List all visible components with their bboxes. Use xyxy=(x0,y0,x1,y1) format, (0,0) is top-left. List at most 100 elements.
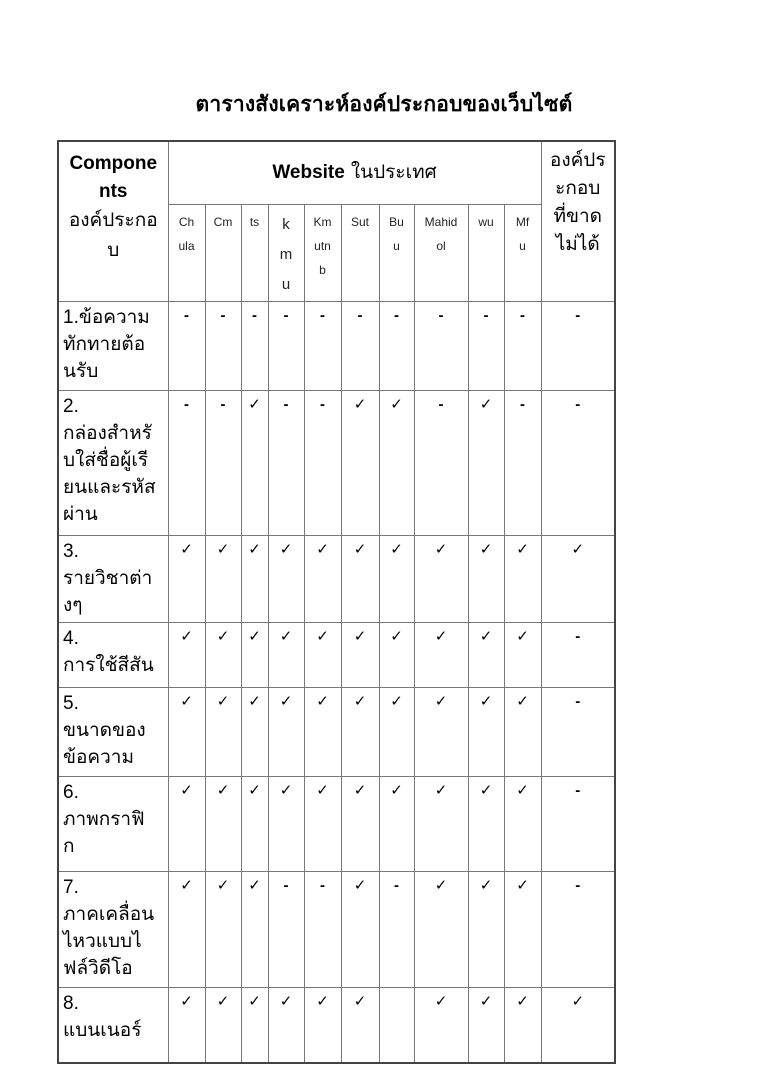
essential-cell: - xyxy=(540,622,616,688)
mark-cell: ✓ xyxy=(167,776,206,872)
table-row: 8. แบนเนอร์ ✓ ✓ ✓ ✓ ✓ ✓ ✓ ✓ ✓ ✓ xyxy=(57,987,616,1064)
mark-cell: ✓ xyxy=(267,987,305,1064)
mark-cell: - xyxy=(413,301,469,391)
components-header: Compone nts องค์ประกอ บ xyxy=(57,140,169,302)
row-label: 4. การใช้สีสัน xyxy=(57,622,169,688)
mark-cell: ✓ xyxy=(467,776,505,872)
mark-cell: ✓ xyxy=(167,535,206,623)
mark-cell: ✓ xyxy=(467,622,505,688)
mark-cell: ✓ xyxy=(240,871,269,988)
website-header-th: ในประเทศ xyxy=(350,161,437,183)
mark-cell: - xyxy=(240,301,269,391)
table-row: 7. ภาคเคลื่อน ไหวแบบไ ฟล์วิดีโอ ✓ ✓ ✓ - … xyxy=(57,871,616,988)
mark-cell: ✓ xyxy=(303,622,342,688)
mark-cell: ✓ xyxy=(340,871,380,988)
table-row: 6. ภาพกราฟิ ก ✓ ✓ ✓ ✓ ✓ ✓ ✓ ✓ ✓ ✓ - xyxy=(57,776,616,872)
mark-cell: ✓ xyxy=(467,390,505,536)
site-column-wu: wu xyxy=(467,204,505,302)
site-column-kmu: k m u xyxy=(267,204,305,302)
mark-cell: ✓ xyxy=(413,987,469,1064)
table-row: 5. ขนาดของ ข้อความ ✓ ✓ ✓ ✓ ✓ ✓ ✓ ✓ ✓ ✓ - xyxy=(57,687,616,777)
mark-cell: ✓ xyxy=(378,535,415,623)
mark-cell: ✓ xyxy=(303,687,342,777)
mark-cell: ✓ xyxy=(413,871,469,988)
mark-cell: ✓ xyxy=(204,871,242,988)
mark-cell: ✓ xyxy=(240,776,269,872)
mark-cell: ✓ xyxy=(240,687,269,777)
row-label: 7. ภาคเคลื่อน ไหวแบบไ ฟล์วิดีโอ xyxy=(57,871,169,988)
mark-cell: ✓ xyxy=(413,687,469,777)
site-column-chula: Ch ula xyxy=(167,204,206,302)
mark-cell: ✓ xyxy=(503,987,542,1064)
row-label: 3. รายวิชาต่า งๆ xyxy=(57,535,169,623)
essential-cell: ✓ xyxy=(540,987,616,1064)
mark-cell: - xyxy=(303,301,342,391)
mark-cell: - xyxy=(413,390,469,536)
mark-cell: ✓ xyxy=(167,687,206,777)
mark-cell: - xyxy=(204,301,242,391)
mark-cell: ✓ xyxy=(340,535,380,623)
mark-cell xyxy=(378,987,415,1064)
mark-cell: ✓ xyxy=(413,776,469,872)
mark-cell: ✓ xyxy=(167,871,206,988)
site-column-sut: Sut xyxy=(340,204,380,302)
essential-header: องค์ปร ะกอบ ที่ขาด ไม่ได้ xyxy=(540,140,616,302)
mark-cell: - xyxy=(267,871,305,988)
mark-cell: ✓ xyxy=(240,535,269,623)
mark-cell: ✓ xyxy=(303,776,342,872)
row-label: 2. กล่องสำหรั บใส่ชื่อผู้เรี ยนและรหัส ผ… xyxy=(57,390,169,536)
table-row: 3. รายวิชาต่า งๆ ✓ ✓ ✓ ✓ ✓ ✓ ✓ ✓ ✓ ✓ ✓ xyxy=(57,535,616,623)
site-column-mfu: Mf u xyxy=(503,204,542,302)
table-row: 2. กล่องสำหรั บใส่ชื่อผู้เรี ยนและรหัส ผ… xyxy=(57,390,616,536)
components-header-th: องค์ประกอ บ xyxy=(68,210,158,261)
mark-cell: - xyxy=(467,301,505,391)
mark-cell: ✓ xyxy=(467,535,505,623)
mark-cell: - xyxy=(340,301,380,391)
mark-cell: ✓ xyxy=(303,535,342,623)
site-columns-row: Ch ula Cm ts k m u Km utn b Sut Bu u Mah… xyxy=(58,204,615,302)
mark-cell: - xyxy=(167,390,206,536)
site-column-mahidol: Mahid ol xyxy=(413,204,469,302)
mark-cell: ✓ xyxy=(240,987,269,1064)
mark-cell: ✓ xyxy=(340,390,380,536)
essential-cell: - xyxy=(540,776,616,872)
website-header: Website ในประเทศ xyxy=(167,140,542,205)
site-column-kmutnb: Km utn b xyxy=(303,204,342,302)
mark-cell: ✓ xyxy=(267,776,305,872)
mark-cell: - xyxy=(303,871,342,988)
row-label: 8. แบนเนอร์ xyxy=(57,987,169,1064)
mark-cell: ✓ xyxy=(204,776,242,872)
site-column-cm: Cm xyxy=(204,204,242,302)
mark-cell: - xyxy=(167,301,206,391)
components-table: Compone nts องค์ประกอ บ Website ในประเทศ … xyxy=(57,140,616,1064)
essential-cell: - xyxy=(540,390,616,536)
mark-cell: ✓ xyxy=(378,776,415,872)
mark-cell: ✓ xyxy=(378,622,415,688)
mark-cell: ✓ xyxy=(204,687,242,777)
mark-cell: ✓ xyxy=(204,535,242,623)
row-label: 5. ขนาดของ ข้อความ xyxy=(57,687,169,777)
mark-cell: - xyxy=(204,390,242,536)
mark-cell: ✓ xyxy=(467,871,505,988)
essential-cell: - xyxy=(540,301,616,391)
mark-cell: ✓ xyxy=(413,535,469,623)
mark-cell: ✓ xyxy=(503,622,542,688)
mark-cell: ✓ xyxy=(503,687,542,777)
mark-cell: ✓ xyxy=(240,622,269,688)
table-row: 4. การใช้สีสัน ✓ ✓ ✓ ✓ ✓ ✓ ✓ ✓ ✓ ✓ - xyxy=(57,622,616,688)
essential-cell: - xyxy=(540,871,616,988)
mark-cell: ✓ xyxy=(340,776,380,872)
row-label: 1.ข้อความ ทักทายต้อ นรับ xyxy=(57,301,169,391)
mark-cell: ✓ xyxy=(267,622,305,688)
mark-cell: ✓ xyxy=(167,622,206,688)
mark-cell: ✓ xyxy=(340,987,380,1064)
page-title: ตารางสังเคราะห์องค์ประกอบของเว็บไซต์ xyxy=(195,93,573,116)
mark-cell: ✓ xyxy=(503,776,542,872)
mark-cell: ✓ xyxy=(503,535,542,623)
essential-cell: - xyxy=(540,687,616,777)
site-column-buu: Bu u xyxy=(378,204,415,302)
mark-cell: ✓ xyxy=(467,987,505,1064)
components-header-en: Compone nts xyxy=(69,153,158,202)
table-row: 1.ข้อความ ทักทายต้อ นรับ - - - - - - - -… xyxy=(57,301,616,391)
